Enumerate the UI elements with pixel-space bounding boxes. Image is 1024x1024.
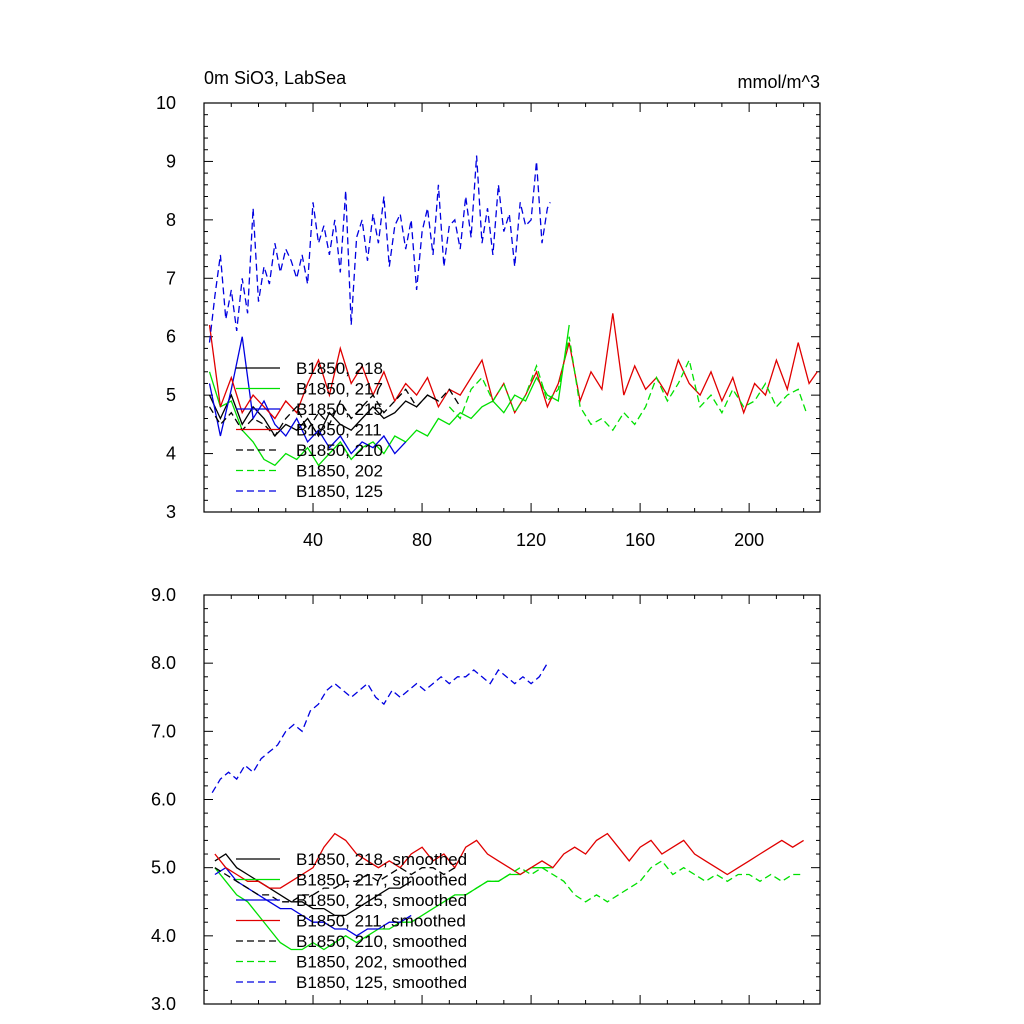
y-tick-label: 8.0 <box>151 653 176 673</box>
y-tick-label: 9.0 <box>151 585 176 605</box>
bottom-panel: 3.0 4.0 5.0 6.0 7.0 8.0 9.0 B1850, 218, smoothe… <box>151 585 821 1014</box>
series-line-3 <box>214 832 804 889</box>
y-tick-label: 7.0 <box>151 721 176 741</box>
legend-label-6: B1850, 125 <box>296 482 383 501</box>
series-line-0 <box>208 393 439 438</box>
top-panel: 40 80 120 160 200 3 4 5 6 7 8 9 10 B1850, 218 B1850, 2… <box>156 93 821 550</box>
legend-label-0: B1850, 218, smoothed <box>296 850 467 869</box>
legend-label-1: B1850, 217, smoothed <box>296 871 467 890</box>
legend-label-5: B1850, 202, smoothed <box>296 953 467 972</box>
y-tick-label: 3.0 <box>151 994 176 1014</box>
series-line-0 <box>214 853 412 917</box>
x-tick-label: 120 <box>516 530 546 550</box>
x-tick-label: 40 <box>303 530 323 550</box>
legend-label-1: B1850, 217 <box>296 380 383 399</box>
series-line-6 <box>211 662 548 794</box>
y-tick-label: 8 <box>166 210 176 230</box>
y-tick-label: 5 <box>166 385 176 405</box>
y-tick-label: 6 <box>166 327 176 347</box>
y-tick-label: 4.0 <box>151 926 176 946</box>
series-line-3 <box>208 313 818 420</box>
series-line-2 <box>208 336 407 455</box>
series-line-4 <box>214 866 456 903</box>
legend-label-6: B1850, 125, smoothed <box>296 973 467 992</box>
legend-label-4: B1850, 210, smoothed <box>296 932 467 951</box>
y-tick-label: 5.0 <box>151 858 176 878</box>
x-tick-label: 200 <box>734 530 764 550</box>
y-tick-label: 10 <box>156 93 176 113</box>
legend-label-3: B1850, 211 <box>296 421 382 440</box>
plot-frame <box>203 102 821 513</box>
series-line-4 <box>208 388 461 438</box>
legend-label-2: B1850, 215, smoothed <box>296 891 467 910</box>
series-line-6 <box>208 155 551 343</box>
x-tick-label: 80 <box>412 530 432 550</box>
series-line-5 <box>465 860 804 903</box>
series-line-5 <box>448 336 808 432</box>
y-tick-label: 6.0 <box>151 790 176 810</box>
y-tick-label: 7 <box>166 268 176 288</box>
legend-label-2: B1850, 215 <box>296 400 383 419</box>
chart-title-right: mmol/m^3 <box>738 72 820 92</box>
legend-label-0: B1850, 218 <box>296 359 383 378</box>
y-tick-label: 9 <box>166 151 176 171</box>
legend-label-5: B1850, 202 <box>296 462 383 481</box>
y-tick-label: 4 <box>166 444 176 464</box>
y-tick-label: 3 <box>166 502 176 522</box>
legend-label-3: B1850, 211, smoothed <box>296 912 466 931</box>
x-tick-label: 160 <box>625 530 655 550</box>
legend-label-4: B1850, 210 <box>296 441 383 460</box>
chart-title-left: 0m SiO3, LabSea <box>204 68 347 88</box>
